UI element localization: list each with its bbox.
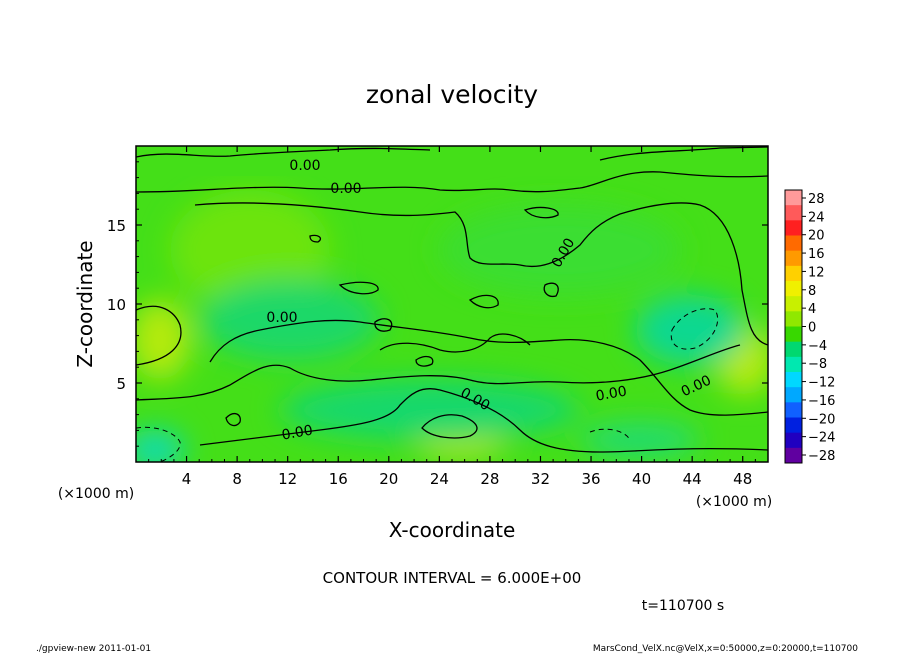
- colorbar-label: −16: [808, 394, 835, 409]
- colorbar-segment: [785, 296, 802, 312]
- negative-contours: [136, 308, 719, 462]
- y-tick-label: 5: [116, 375, 126, 393]
- colorbar-label: 24: [808, 210, 825, 225]
- contour-line: [225, 412, 241, 427]
- contour-label: 0.00: [595, 383, 628, 404]
- neutral-region: [440, 205, 680, 295]
- x-tick-label: 48: [733, 470, 752, 488]
- negative-region: [200, 280, 380, 360]
- time-text: t=110700 s: [642, 598, 724, 614]
- colorbar-segment: [785, 220, 802, 236]
- contour-label: 0.00: [289, 158, 320, 174]
- colorbar: 28 24 20 16 12 8 4 0 −4 −8 −12 −16 −20 −24 −28: [784, 189, 835, 464]
- contour-line: [338, 281, 379, 295]
- y-axis-ticks: 5 10 15: [107, 161, 768, 447]
- contour-line: [136, 426, 181, 462]
- x-tick-label: 36: [581, 470, 600, 488]
- colorbar-segment: [785, 281, 802, 297]
- colorbar-segment: [785, 447, 802, 464]
- negative-region: [635, 295, 745, 365]
- contour-line: [199, 388, 768, 453]
- contour-lines: [136, 146, 768, 453]
- x-axis-ticks: 4 8 12 16 20 24 28 32 36 40 44 48: [148, 146, 769, 488]
- colorbar-label: −24: [808, 431, 835, 446]
- colorbar-label: −28: [808, 449, 835, 464]
- colorbar-segment: [785, 326, 802, 343]
- contour-line: [209, 319, 768, 416]
- contour-label: 0.00: [266, 310, 297, 326]
- contour-line: [468, 294, 499, 309]
- x-tick-label: 20: [379, 470, 398, 488]
- colorbar-segment: [785, 372, 802, 388]
- x-tick-label: 32: [531, 470, 550, 488]
- x-unit-left: (×1000 m): [58, 486, 134, 502]
- footer-left: ./gpview-new 2011-01-01: [36, 644, 151, 654]
- x-tick-label: 16: [329, 470, 348, 488]
- y-axis-label: Z-coordinate: [73, 240, 97, 367]
- colorbar-label: 12: [808, 265, 825, 280]
- chart-title: zonal velocity: [366, 80, 538, 109]
- colorbar-segment: [785, 341, 802, 358]
- y-tick-label: 10: [107, 296, 126, 314]
- x-tick-label: 12: [278, 470, 297, 488]
- colorbar-segment: [785, 235, 802, 252]
- contour-line: [379, 333, 531, 353]
- x-tick-label: 28: [480, 470, 499, 488]
- contour-line: [136, 147, 431, 158]
- field-shading: [136, 190, 768, 462]
- contour-line: [589, 428, 631, 441]
- colorbar-segment: [785, 311, 802, 327]
- contour-line: [543, 282, 559, 298]
- contour-line: [309, 234, 322, 243]
- x-tick-label: 40: [632, 470, 651, 488]
- negative-region: [136, 430, 185, 462]
- footer-right: MarsCond_VelX.nc@VelX,x=0:50000,z=0:2000…: [593, 644, 858, 654]
- contour-line: [421, 414, 478, 439]
- x-tick-label: 4: [182, 470, 192, 488]
- contour-line: [374, 318, 393, 332]
- colorbar-label: 0: [808, 321, 816, 336]
- contour-interval-text: CONTOUR INTERVAL = 6.000E+00: [323, 569, 582, 587]
- contour-line: [136, 171, 768, 193]
- colorbar-label: 28: [808, 192, 825, 207]
- colorbar-segment: [785, 417, 802, 434]
- x-tick-label: 44: [683, 470, 702, 488]
- colorbar-label: 16: [808, 247, 825, 262]
- colorbar-label: 20: [808, 229, 825, 244]
- x-axis-label: X-coordinate: [389, 518, 516, 542]
- colorbar-label: −8: [808, 357, 827, 372]
- colorbar-segment: [785, 432, 802, 449]
- colorbar-label: −12: [808, 376, 835, 391]
- colorbar-label: 8: [808, 284, 816, 299]
- colorbar-segment: [785, 205, 802, 221]
- colorbar-segment: [785, 356, 802, 373]
- colorbar-segment: [785, 190, 802, 206]
- x-tick-label: 24: [430, 470, 449, 488]
- colorbar-segment: [785, 265, 802, 282]
- colorbar-label: −4: [808, 339, 827, 354]
- colorbar-segment: [785, 250, 802, 267]
- colorbar-segment: [785, 402, 802, 418]
- contour-line: [415, 355, 434, 367]
- colorbar-segment: [785, 387, 802, 403]
- contour-line: [599, 146, 768, 161]
- contour-line: [136, 305, 182, 366]
- positive-region: [136, 300, 190, 380]
- contour-line: [523, 206, 559, 219]
- colorbar-label: 4: [808, 302, 816, 317]
- contour-line: [194, 202, 768, 346]
- x-unit-right: (×1000 m): [696, 494, 772, 510]
- contour-label: 0.00: [330, 181, 361, 197]
- y-tick-label: 15: [107, 217, 126, 235]
- contour-line: [670, 308, 719, 350]
- x-tick-label: 8: [232, 470, 242, 488]
- plot-field: 0.000.000.000.000.00 0.00 0.000.00: [136, 146, 768, 462]
- colorbar-label: −20: [808, 412, 835, 427]
- contour-label: 0.00: [281, 422, 314, 443]
